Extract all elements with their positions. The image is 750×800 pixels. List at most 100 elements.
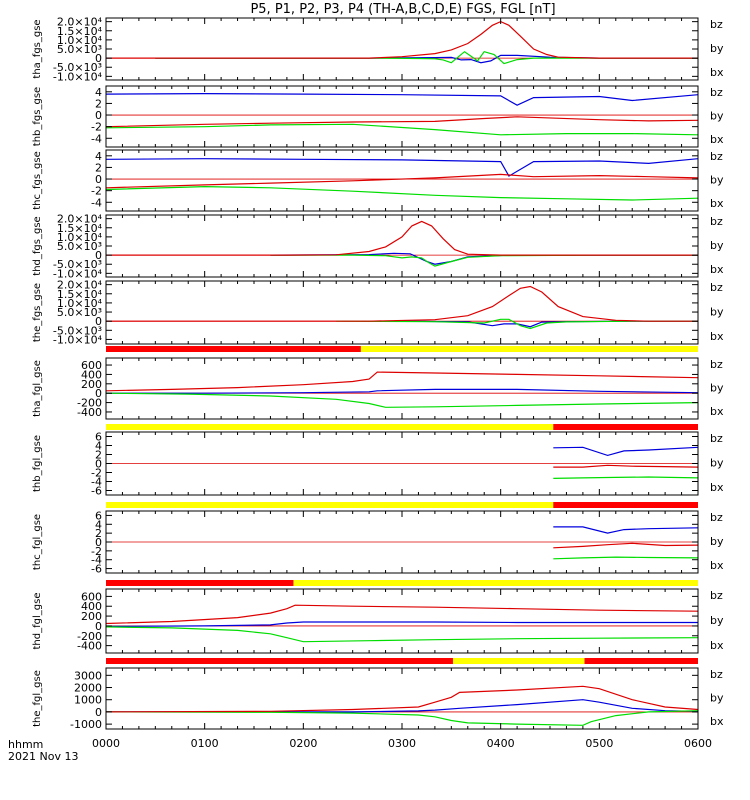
series-line-by [553,556,699,560]
series-line-bz [106,220,698,256]
series-line-by [105,123,699,136]
series-line-bx [105,699,699,713]
y-axis-label: thc_fgl_gse [32,514,43,570]
y-tick-label: 6 [95,509,102,522]
y-tick-label: 2.0×10⁴ [57,16,103,29]
y-tick-label: -1.0×10⁴ [53,333,103,346]
y-tick-label: 0 [95,109,102,122]
y-tick-label: 1.5×10⁴ [57,25,103,38]
legend-bz: bz [710,668,723,681]
status-bar-segment [106,658,453,664]
legend-bx: bx [710,66,724,79]
y-tick-label: 1.0×10⁴ [57,297,103,310]
y-tick-label: 1.5×10⁴ [57,222,103,235]
y-tick-label: -1.0×10⁴ [53,70,103,83]
status-bar-segment [452,658,585,664]
time-axis: 0000 0100 0200 0300 0400 0500 0600 [92,737,712,750]
y-axis-label: thd_fgl_gse [32,593,43,650]
legend-by: by [710,42,724,55]
y-axis-label: tha_fgs_gse [32,19,43,78]
y-tick-label: -4 [91,476,102,489]
y-tick-label: 0 [95,52,102,65]
series-line-by [105,710,699,726]
x-tick-label: 0200 [289,737,317,750]
legend-bz: bz [710,150,723,163]
y-tick-label: -2 [91,121,102,134]
legend-bx: bx [710,559,724,572]
legend-bx: bx [710,197,724,210]
y-axis-label: the_fgl_gse [32,670,43,727]
x-tick-label: 0000 [92,737,120,750]
panel-thd_fgs_gse: 2.0×10⁴1.5×10⁴1.0×10⁴5.0×10³0-5.0×10³-1.… [32,213,724,281]
plot-title: P5, P1, P2, P3, P4 (TH-A,B,C,D,E) FGS, F… [250,2,555,17]
y-tick-label: 0 [95,249,102,262]
y-tick-label: -5.0×10³ [53,61,102,74]
legend-by: by [710,614,724,627]
x-tick-label: 0300 [388,737,416,750]
y-tick-label: 2 [95,161,102,174]
panel-thc_fgs_gse: 420-2-4 thc_fgs_gse bz by bx [32,149,724,212]
y-axis-label: thb_fgs_gse [32,87,43,146]
series-line-bx [105,158,699,177]
status-bar-segment [584,658,698,664]
legend-by: by [710,306,724,319]
y-axis-label: tha_fgl_gse [32,360,43,417]
legend-bz: bz [710,358,723,371]
x-tick-label: 0400 [487,737,515,750]
series-line-by [553,476,699,479]
y-tick-label: -6 [91,563,102,576]
legend-by: by [710,692,724,705]
y-tick-label: 600 [81,359,102,372]
legend-bx: bx [710,133,724,146]
y-tick-label: -200 [77,397,102,410]
status-bar-segment [360,346,698,352]
series-line-bx [553,526,699,534]
legend-by: by [710,110,724,123]
series-line-bz [105,371,699,392]
x-tick-label: 0500 [585,737,613,750]
legend-bz: bz [710,281,723,294]
y-tick-label: 0 [95,315,102,328]
y-tick-label: -5.0×10³ [53,258,102,271]
y-tick-label: 4 [95,150,102,163]
series-line-bx [105,621,698,627]
y-tick-label: 0 [95,536,102,549]
panel-frame [105,17,699,81]
legend-bz: bz [710,511,723,524]
y-tick-label: 1.5×10⁴ [57,288,103,301]
legend-bz: bz [710,18,723,31]
series-line-by [105,392,699,408]
y-tick-label: -1000 [70,718,102,731]
series-line-by [155,50,698,65]
y-tick-label: 600 [81,590,102,603]
panel-the_fgs_gse: 2.0×10⁴1.5×10⁴1.0×10⁴5.0×10³0-5.0×10³-1.… [32,279,724,347]
y-axis-label: the_fgs_gse [32,283,43,342]
panel-frame [105,667,699,730]
series-line-bz [106,285,698,322]
y-tick-label: -2 [91,185,102,198]
legend-by: by [710,382,724,395]
legend-bz: bz [710,589,723,602]
y-tick-label: -5.0×10³ [53,324,102,337]
y-tick-label: 3000 [74,669,102,682]
y-tick-label: 0 [95,387,102,400]
legend-by: by [710,535,724,548]
legend-bx: bx [710,481,724,494]
y-axis-label: thc_fgs_gse [32,151,43,210]
panel-tha_fgs_gse: 2.0×10⁴1.5×10⁴1.0×10⁴5.0×10³0-5.0×10³-1.… [32,16,724,84]
status-bar-segment [553,424,698,430]
y-tick-label: -4 [91,554,102,567]
y-tick-label: 2 [95,527,102,540]
panel-frame [105,280,699,345]
time-axis-label: hhmm [8,738,43,751]
y-tick-label: -400 [77,640,102,653]
y-tick-label: 2.0×10⁴ [57,279,103,292]
y-tick-label: 6 [95,431,102,444]
legend-bz: bz [710,86,723,99]
y-tick-label: 0 [95,706,102,719]
y-tick-label: 1.0×10⁴ [57,34,103,47]
y-tick-label: 1.0×10⁴ [57,231,103,244]
